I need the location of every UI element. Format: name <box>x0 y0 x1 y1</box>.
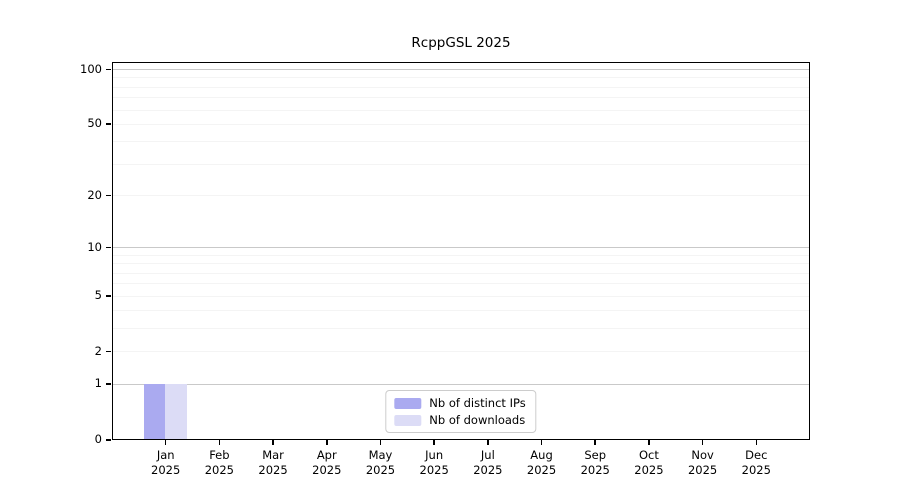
x-axis-tick <box>755 440 758 445</box>
x-axis-tick <box>164 440 167 445</box>
y-axis-tick-label: 50 <box>87 116 102 131</box>
y-axis-tick <box>106 123 111 125</box>
gridline-minor <box>113 351 809 353</box>
x-axis-tick <box>701 440 704 445</box>
x-axis-tick-label: Feb 2025 <box>204 448 235 477</box>
y-axis-tick-label: 0 <box>94 432 102 446</box>
y-axis-tick-label: 10 <box>87 239 102 254</box>
gridline-minor <box>113 109 809 111</box>
gridline-minor <box>113 263 809 265</box>
gridline-minor <box>113 77 809 79</box>
x-axis-tick <box>594 440 596 445</box>
x-axis-tick-label: Nov 2025 <box>687 448 718 477</box>
x-axis-tick-label: Jul 2025 <box>473 448 503 477</box>
x-axis-tick-label: Apr 2025 <box>312 448 342 477</box>
gridline-minor <box>113 97 809 99</box>
y-axis-tick-label: 2 <box>94 343 102 358</box>
x-axis-tick-label: Jun 2025 <box>419 448 449 477</box>
plot-area <box>112 62 810 440</box>
gridline-minor <box>113 254 809 256</box>
x-axis-tick <box>433 440 435 445</box>
x-axis-tick-label: Mar 2025 <box>258 448 288 477</box>
x-axis-tick <box>272 440 274 445</box>
gridline-minor <box>113 195 809 197</box>
y-axis-tick-label: 20 <box>87 187 102 202</box>
legend-entry-distinct-ips: Nb of distinct IPs <box>394 396 526 410</box>
x-axis-tick-label: Sep 2025 <box>580 448 610 477</box>
gridline-minor <box>113 123 809 125</box>
y-axis-tick-label: 100 <box>80 61 102 76</box>
x-axis-tick-label: Jan 2025 <box>151 448 181 477</box>
legend: Nb of distinct IPs Nb of downloads <box>385 390 537 433</box>
gridline-minor <box>113 328 809 330</box>
y-axis-tick <box>106 68 111 71</box>
x-axis-tick-label: May 2025 <box>365 448 396 477</box>
gridline-minor <box>113 86 809 88</box>
x-axis-tick <box>379 440 382 445</box>
bar-jan-downloads <box>165 383 187 440</box>
x-axis-tick <box>540 440 543 445</box>
legend-swatch-downloads <box>394 414 422 426</box>
y-axis-tick <box>106 350 111 353</box>
gridline-minor <box>113 141 809 143</box>
x-axis-tick <box>648 440 650 445</box>
gridline-minor <box>113 272 809 274</box>
y-axis-tick <box>106 439 111 441</box>
gridline-major <box>113 69 809 71</box>
y-axis-tick <box>106 383 111 385</box>
gridline-major <box>113 383 809 385</box>
legend-entry-downloads: Nb of downloads <box>394 413 525 427</box>
legend-swatch-distinct-ips <box>394 397 422 409</box>
legend-label-distinct-ips: Nb of distinct IPs <box>429 396 526 410</box>
gridline-minor <box>113 163 809 165</box>
y-axis-tick <box>106 246 111 249</box>
chart-title: RcppGSL 2025 <box>411 35 511 51</box>
y-axis-tick <box>106 194 111 197</box>
bar-jan-distinct-ips <box>143 383 166 440</box>
x-axis-tick-label: Oct 2025 <box>634 448 664 477</box>
y-axis-tick <box>106 295 111 297</box>
y-axis-tick-label: 5 <box>94 288 102 303</box>
x-axis-tick-label: Aug 2025 <box>526 448 557 477</box>
gridline-minor <box>113 283 809 285</box>
x-axis-tick <box>487 440 489 445</box>
gridline-major <box>113 247 809 249</box>
gridline-minor <box>113 295 809 297</box>
x-axis-tick-label: Dec 2025 <box>741 448 771 477</box>
y-axis-tick-label: 1 <box>94 376 102 391</box>
legend-label-downloads: Nb of downloads <box>429 413 526 427</box>
x-axis-tick <box>326 440 328 445</box>
x-axis-tick <box>218 440 221 445</box>
gridline-minor <box>113 310 809 312</box>
